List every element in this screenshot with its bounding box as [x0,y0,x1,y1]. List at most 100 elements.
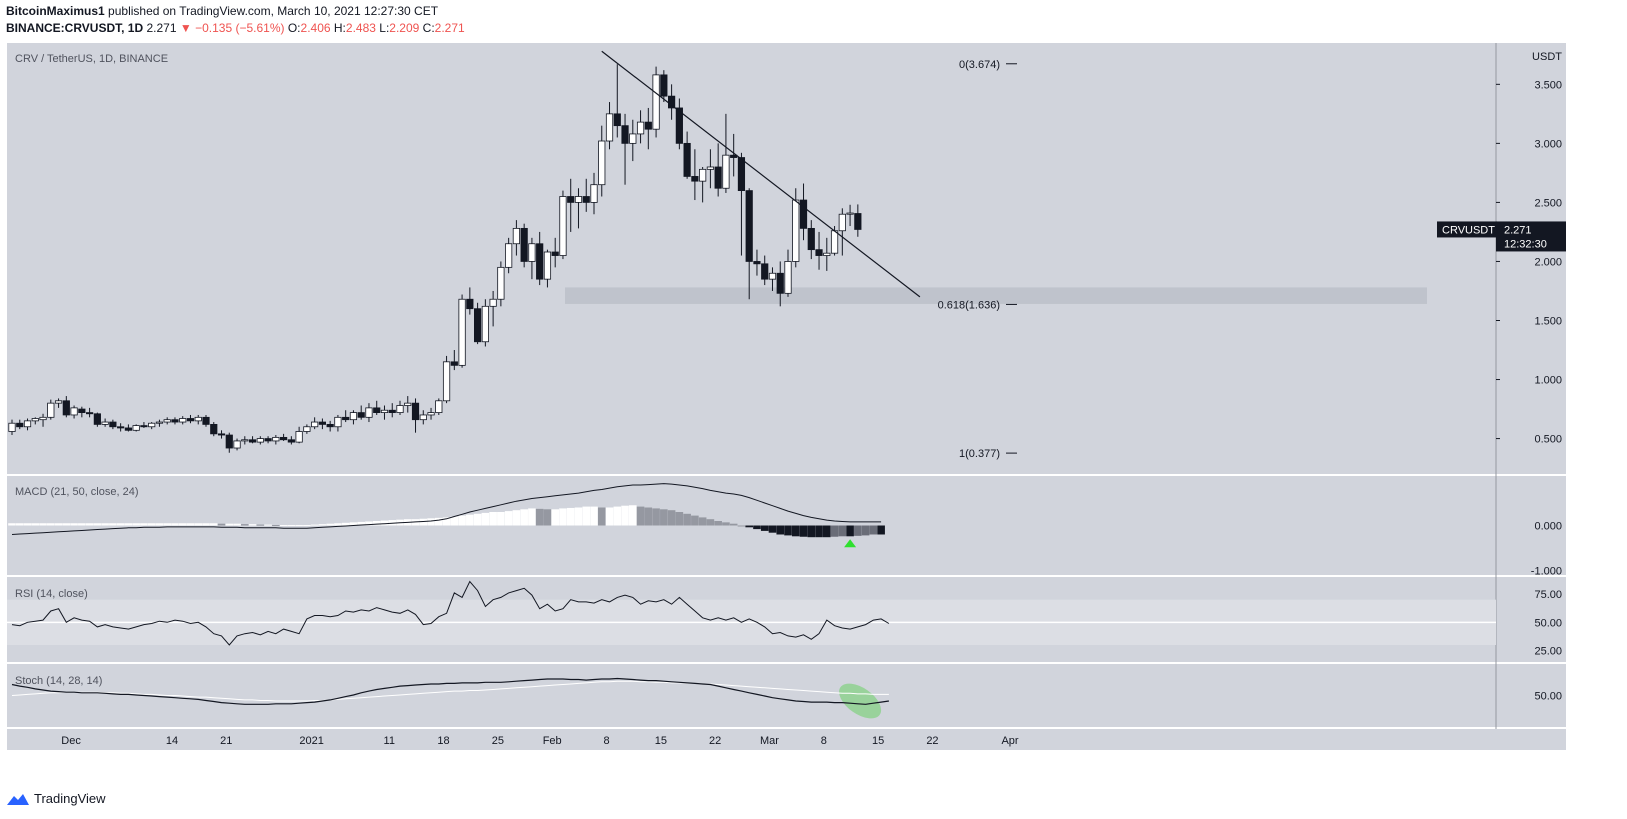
macd-histogram-bar [78,523,86,526]
macd-histogram-bar [497,512,505,526]
candle-down [815,249,823,256]
open-label: O: [287,21,301,35]
candle-down [761,263,769,280]
macd-histogram-bar [481,512,490,526]
macd-title: MACD (21, 50, close, 24) [15,486,139,498]
fib-level-label: 1(0.377) [959,448,1000,460]
macd-histogram-bar [39,523,47,526]
currency-label: USDT [1532,51,1562,63]
candle-down [551,251,559,256]
macd-histogram-bar [737,525,746,527]
time-tick-label: 21 [220,735,232,747]
macd-histogram-bar [504,511,513,526]
candle-up [31,418,39,422]
macd-histogram-bar [791,525,800,537]
candle-down [520,227,528,262]
candle-up [823,252,831,256]
candle-up [295,431,303,443]
author-name[interactable]: BitcoinMaximus1 [6,4,105,18]
price-tick-label: 1.000 [1534,375,1562,387]
macd-histogram-bar [621,505,629,526]
macd-histogram-bar [535,508,544,526]
time-tick-label: 22 [926,735,938,747]
stoch-d-line [11,680,889,702]
candle-up [427,412,435,416]
macd-histogram-bar [341,522,350,526]
candle-up [349,412,358,421]
low-label: L: [379,21,390,35]
time-tick-label: Dec [61,735,81,747]
macd-histogram-bar [47,523,55,526]
candle-up [39,416,47,421]
open-value: 2.406 [300,21,331,35]
macd-histogram-bar [62,523,71,526]
candle-up [528,243,536,262]
candle-down [621,125,629,144]
candle-down [93,413,101,425]
rsi-tick-label: 75.00 [1534,589,1562,601]
macd-histogram-bar [427,518,435,526]
rsi-title: RSI (14, close) [15,588,88,600]
macd-histogram-bar [419,518,428,526]
macd-line [11,483,882,535]
macd-histogram-bar [613,506,622,526]
candle-down [124,427,132,431]
macd-histogram-bar [217,523,226,526]
stoch-highlight-ellipse [839,683,882,719]
candle-down [140,425,148,428]
candle-down [807,227,815,251]
macd-histogram-bar [171,523,179,526]
low-value: 2.209 [389,21,420,35]
candle-up [163,419,171,423]
time-tick-label: 2021 [299,735,323,747]
candle-down [117,426,125,429]
time-tick-label: 11 [384,735,395,747]
macd-histogram-bar [722,522,730,526]
macd-histogram-bar [140,523,148,526]
candle-up [435,400,443,413]
published-text: published on TradingView.com, March 10, … [108,4,439,18]
macd-histogram-bar [256,524,265,526]
time-axis-bg [7,729,1566,750]
macd-histogram-bar [147,523,156,526]
rsi-line [11,580,890,646]
macd-histogram-bar [683,513,691,526]
macd-histogram-bar [753,525,761,530]
candle-down [210,424,218,435]
candle-up [442,361,451,402]
candle-up [155,421,164,424]
macd-histogram-bar [768,525,777,533]
macd-histogram-bar [186,523,195,526]
macd-histogram-bar [830,525,839,537]
macd-histogram-bar [70,523,78,526]
candle-down [450,361,458,366]
candle-up [706,166,715,170]
macd-tick-label: 0.000 [1534,521,1562,533]
macd-histogram-bar [582,506,591,526]
candle-down [287,439,295,443]
macd-histogram-bar [760,525,769,531]
macd-histogram-bar [8,523,16,526]
macd-histogram-bar [303,525,311,527]
symbol-label: BINANCE:CRVUSDT, 1D [6,21,144,35]
macd-histogram-bar [869,525,878,535]
macd-histogram-bar [458,515,466,526]
time-tick-label: Mar [760,735,779,747]
axis-bg [1496,577,1566,662]
macd-histogram-bar [31,523,40,526]
last-price: 2.271 [146,21,177,35]
candle-up [722,154,730,189]
macd-histogram-bar [233,523,241,526]
macd-histogram-bar [644,507,653,526]
macd-histogram-bar [512,510,521,526]
candle-up [194,416,202,422]
time-tick-label: 8 [821,735,827,747]
price-tick-label: 3.000 [1534,138,1562,150]
price-badge [1496,221,1566,252]
macd-histogram-bar [178,523,187,526]
price-change: −0.135 (−5.61%) [195,21,285,35]
macd-histogram-bar [551,509,559,526]
chart-title: CRV / TetherUS, 1D, BINANCE [15,53,168,65]
macd-histogram-bar [698,517,707,526]
